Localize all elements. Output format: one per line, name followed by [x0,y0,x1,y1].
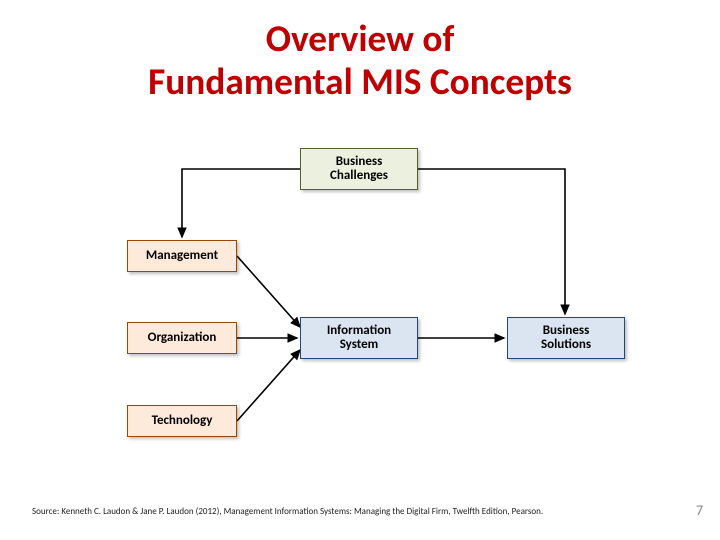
node-label: Organization [148,331,217,345]
node-label: Management [146,249,218,263]
edge [182,169,300,237]
title-line-1: Overview of [0,18,720,61]
node-label: BusinessSolutions [541,324,591,353]
node-label: InformationSystem [327,324,391,353]
source-citation: Source: Kenneth C. Laudon & Jane P. Laud… [32,506,543,517]
title-line-2: Fundamental MIS Concepts [0,61,720,104]
node-label: BusinessChallenges [330,155,388,184]
edge [237,350,300,421]
edge [418,169,565,314]
node-management: Management [127,240,237,272]
page-title: Overview of Fundamental MIS Concepts [0,18,720,104]
node-label: Technology [152,414,213,428]
node-business-challenges: BusinessChallenges [300,148,418,190]
node-business-solutions: BusinessSolutions [507,317,625,359]
node-organization: Organization [127,322,237,354]
node-technology: Technology [127,405,237,437]
node-information-system: InformationSystem [300,317,418,359]
page-number: 7 [696,502,703,519]
edge [237,256,300,327]
